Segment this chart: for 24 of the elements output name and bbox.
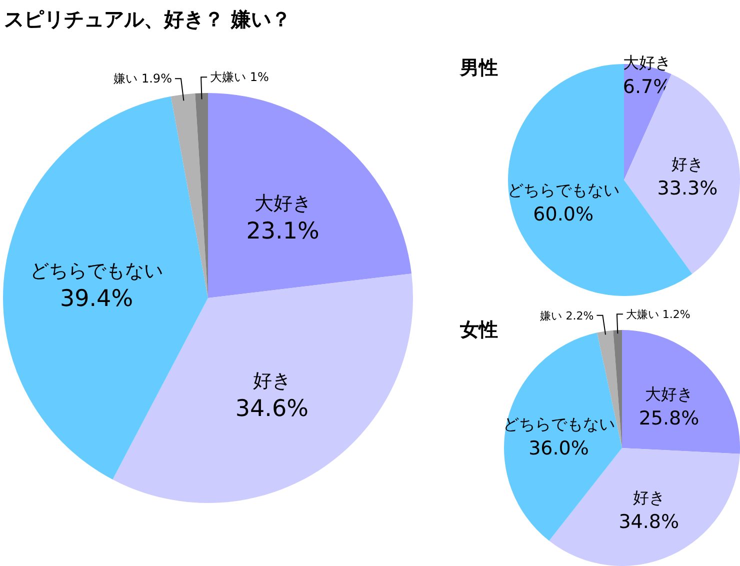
data-label: 25.8% <box>638 407 700 430</box>
slice-label: 大好き <box>623 53 672 72</box>
text: 女性 <box>459 319 498 341</box>
slice-label: 嫌い 2.2% <box>540 309 594 322</box>
slice-label: 嫌い 1.9% <box>114 72 172 86</box>
slice-label: 大嫌い 1% <box>210 70 269 84</box>
data-label: 34.8% <box>618 511 680 534</box>
chart-title: 男性 <box>459 57 498 79</box>
slice-label: 大嫌い 1.2% <box>626 308 690 322</box>
slice-label: どちらでもない <box>507 180 620 200</box>
slice-label: 大好き <box>645 384 694 404</box>
slice-label: 大好き <box>254 192 312 215</box>
data-label: 33.3% <box>657 177 718 200</box>
slice-label: 好き <box>252 370 291 392</box>
data-label: 23.1% <box>246 218 320 245</box>
slice-label: 好き <box>632 488 665 508</box>
data-label: 60.0% <box>533 204 594 226</box>
data-label: 36.0% <box>528 437 589 460</box>
data-label: 39.4% <box>60 286 134 312</box>
slice-label: 好き <box>671 154 704 174</box>
chart-title: スピリチュアル、好き？ 嫌い？ <box>4 7 291 31</box>
data-label: 34.6% <box>235 396 308 422</box>
slice-label: どちらでもない <box>30 260 164 282</box>
slice-label: どちらでもない <box>502 414 615 434</box>
